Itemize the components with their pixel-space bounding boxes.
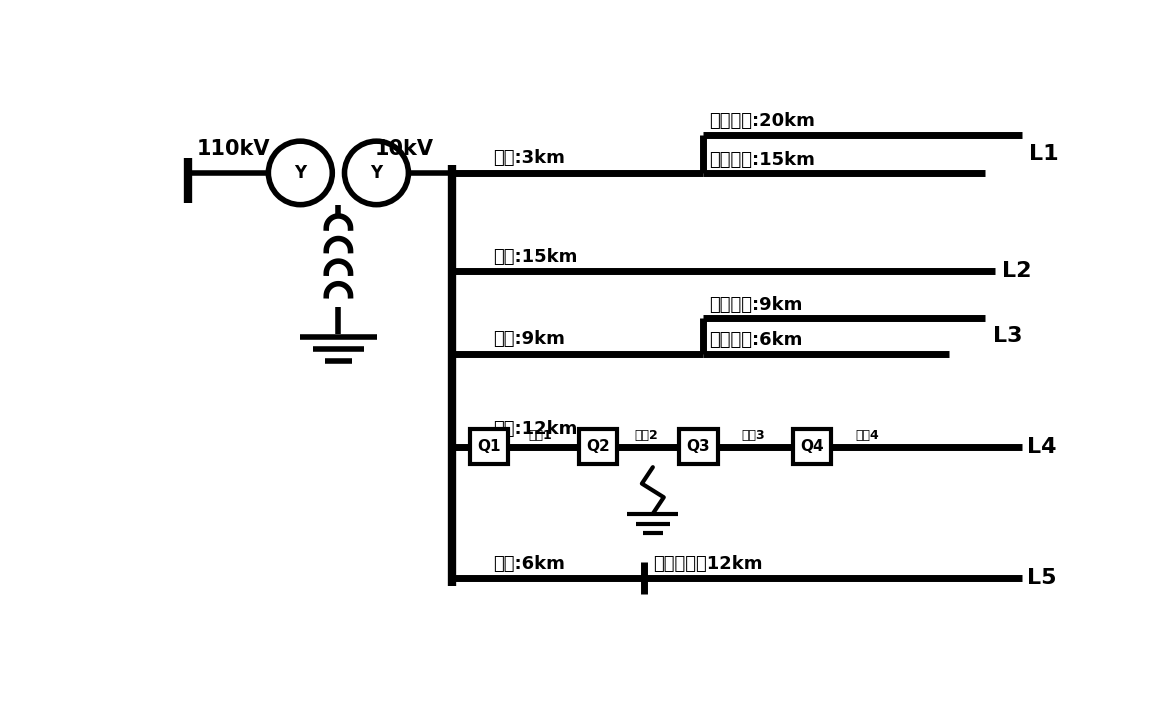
- Text: 区杗4: 区杗4: [855, 429, 878, 442]
- Text: L1: L1: [1029, 144, 1058, 164]
- Text: 架空线路:9km: 架空线路:9km: [709, 296, 803, 314]
- Text: 架空线路:6km: 架空线路:6km: [709, 331, 803, 349]
- Text: L4: L4: [1027, 437, 1056, 456]
- Text: 电缆:3km: 电缆:3km: [494, 149, 566, 168]
- Text: 架空线路:20km: 架空线路:20km: [709, 112, 815, 130]
- Text: L5: L5: [1027, 568, 1056, 588]
- Text: Y: Y: [370, 164, 382, 182]
- FancyBboxPatch shape: [793, 429, 831, 464]
- Text: 区杗1: 区杗1: [529, 429, 553, 442]
- Text: Q4: Q4: [801, 439, 824, 454]
- Text: Q1: Q1: [477, 439, 501, 454]
- Text: 电缆:9km: 电缆:9km: [494, 330, 566, 348]
- Text: Y: Y: [294, 164, 307, 182]
- Text: L2: L2: [1002, 262, 1031, 282]
- Text: 区杗2: 区杗2: [635, 429, 659, 442]
- Text: 架空线路:15km: 架空线路:15km: [709, 151, 815, 169]
- Text: 区杗3: 区杗3: [741, 429, 764, 442]
- Text: Q2: Q2: [587, 439, 610, 454]
- Text: 10kV: 10kV: [375, 139, 434, 159]
- FancyBboxPatch shape: [579, 429, 617, 464]
- Text: 电缆:12km: 电缆:12km: [494, 420, 577, 439]
- Text: 110kV: 110kV: [198, 139, 270, 159]
- Text: 架空线路：12km: 架空线路：12km: [653, 555, 762, 572]
- FancyBboxPatch shape: [680, 429, 717, 464]
- Text: 电缆:15km: 电缆:15km: [494, 248, 577, 266]
- FancyBboxPatch shape: [469, 429, 508, 464]
- Text: Q3: Q3: [687, 439, 710, 454]
- Text: 电缆:6km: 电缆:6km: [494, 555, 566, 572]
- Text: L3: L3: [993, 326, 1022, 346]
